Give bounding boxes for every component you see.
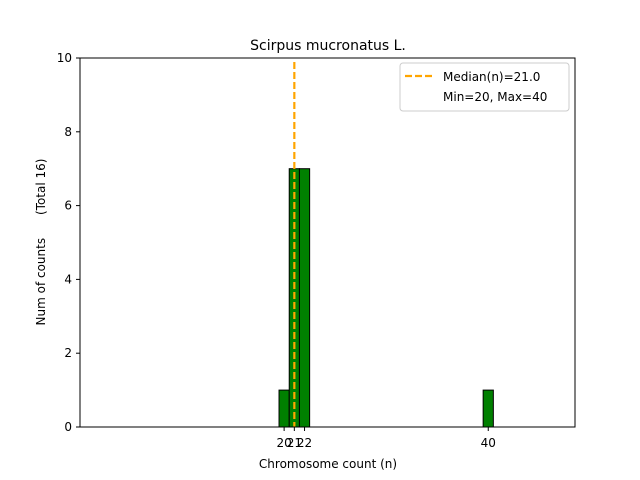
chart-title: Scirpus mucronatus L. bbox=[250, 38, 406, 54]
legend: Median(n)=21.0 Min=20, Max=40 bbox=[399, 62, 570, 112]
bar-22 bbox=[298, 168, 311, 428]
x-tick-label: 21 bbox=[287, 436, 302, 450]
y-axis-label: Num of counts (Total 16) bbox=[34, 159, 48, 326]
x-tick-label: 40 bbox=[481, 436, 496, 450]
y-tick-label: 2 bbox=[64, 346, 72, 360]
legend-entry-median: Median(n)=21.0 bbox=[443, 70, 540, 84]
x-tick-label: 22 bbox=[297, 436, 312, 450]
x-axis-label: Chromosome count (n) bbox=[259, 457, 397, 471]
y-tick-label: 10 bbox=[57, 51, 72, 65]
x-tick-label: 20 bbox=[276, 436, 291, 450]
y-tick-label: 6 bbox=[64, 199, 72, 213]
legend-entry-min-max: Min=20, Max=40 bbox=[443, 90, 547, 104]
y-tick-label: 0 bbox=[64, 420, 72, 434]
y-tick-label: 8 bbox=[64, 125, 72, 139]
bar-40 bbox=[482, 389, 494, 428]
bar-20 bbox=[278, 389, 290, 428]
y-tick-label: 4 bbox=[64, 272, 72, 286]
legend-box bbox=[399, 62, 570, 112]
axes-frame bbox=[79, 57, 576, 428]
